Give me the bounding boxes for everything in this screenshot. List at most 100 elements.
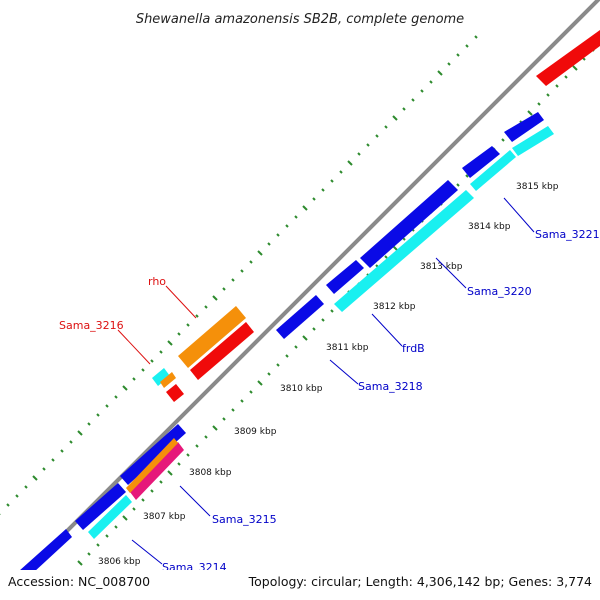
major-tick [122,385,128,391]
minor-tick [96,543,100,547]
major-tick [167,470,173,476]
minor-tick [105,404,109,408]
minor-tick [114,525,118,529]
minor-tick [240,399,244,403]
minor-tick [384,255,388,259]
gene-label[interactable]: Sama_3216 [59,319,124,332]
major-tick [212,425,218,431]
minor-tick [357,152,361,156]
major-tick [572,65,578,71]
minor-tick [474,35,478,39]
kbp-tick-label: 3813 kbp [420,262,463,272]
minor-tick [420,89,424,93]
minor-tick [204,435,208,439]
minor-tick [546,93,550,97]
minor-tick [366,143,370,147]
gene-feature-blue[interactable] [276,295,324,339]
major-tick [212,295,218,301]
gene-label[interactable]: Sama_3218 [358,380,423,393]
minor-tick [15,494,19,498]
minor-tick [150,489,154,493]
leader-line [131,539,163,565]
kbp-tick-label: 3815 kbp [516,182,559,192]
footer-background [0,570,600,600]
major-tick [392,115,398,121]
gene-feature-blue[interactable] [462,146,500,178]
minor-tick [456,183,460,187]
minor-tick [465,174,469,178]
minor-tick [132,377,136,381]
kbp-tick-label: 3807 kbp [143,512,186,522]
minor-tick [339,170,343,174]
gene-feature-red[interactable] [166,384,184,402]
minor-tick [447,62,451,66]
gene-feature-cyan[interactable] [334,190,474,312]
leader-line [435,257,467,289]
gene-feature-cyan[interactable] [512,126,554,156]
minor-tick [267,242,271,246]
minor-tick [96,413,100,417]
minor-tick [114,395,118,399]
minor-tick [231,408,235,412]
major-tick [302,205,308,211]
minor-tick [195,314,199,318]
gene-label[interactable]: Sama_3220 [467,285,532,298]
minor-tick [564,75,568,79]
minor-tick [204,305,208,309]
gene-feature-red[interactable] [190,322,254,380]
minor-tick [159,350,163,354]
minor-tick [87,552,91,556]
gene-feature-blue[interactable] [75,483,126,530]
major-tick [347,160,353,166]
gene-feature-orange[interactable] [160,372,176,388]
gene-feature-cyan[interactable] [470,150,516,191]
kbp-tick-label: 3808 kbp [189,468,232,478]
gene-feature-blue[interactable] [504,112,544,142]
minor-tick [555,84,559,88]
gene-feature-orange[interactable] [126,438,178,493]
gene-feature-cyan[interactable] [152,368,170,386]
outer-tick-track [0,35,478,515]
minor-tick [159,480,163,484]
kbp-tick-label: 3812 kbp [373,302,416,312]
gene-feature-blue[interactable] [326,260,364,294]
minor-tick [231,278,235,282]
kbp-tick-label: 3809 kbp [234,427,277,437]
minor-tick [222,287,226,291]
gene-label[interactable]: frdB [402,342,425,355]
minor-tick [141,368,145,372]
major-tick [302,335,308,341]
minor-tick [294,345,298,349]
minor-tick [132,507,136,511]
major-tick [32,475,38,481]
gene-feature-cyan[interactable] [88,495,132,539]
gene-feature-orange[interactable] [178,306,246,368]
gene-label[interactable]: Sama_3215 [212,513,277,526]
minor-tick [6,503,10,507]
minor-tick [177,462,181,466]
minor-tick [411,98,415,102]
minor-tick [330,179,334,183]
kbp-tick-label: 3806 kbp [98,557,141,567]
map-title: Shewanella amazonensis SB2B, complete ge… [136,12,464,27]
minor-tick [249,390,253,394]
gene-feature-red-top[interactable] [536,30,600,86]
gene-label[interactable]: rho [148,275,166,288]
gene-feature-blue[interactable] [120,424,186,485]
gene-feature-magenta[interactable] [130,442,184,500]
minor-tick [501,138,505,142]
minor-tick [51,458,55,462]
leader-line [117,329,151,365]
minor-tick [69,440,73,444]
minor-tick [240,269,244,273]
leader-line [329,359,359,385]
gene-label[interactable]: Sama_3221 [535,228,600,241]
major-tick [257,250,263,256]
major-tick [77,560,83,566]
minor-tick [537,102,541,106]
minor-tick [321,188,325,192]
gene-feature-blue[interactable] [360,180,458,268]
major-tick [257,380,263,386]
minor-tick [177,332,181,336]
